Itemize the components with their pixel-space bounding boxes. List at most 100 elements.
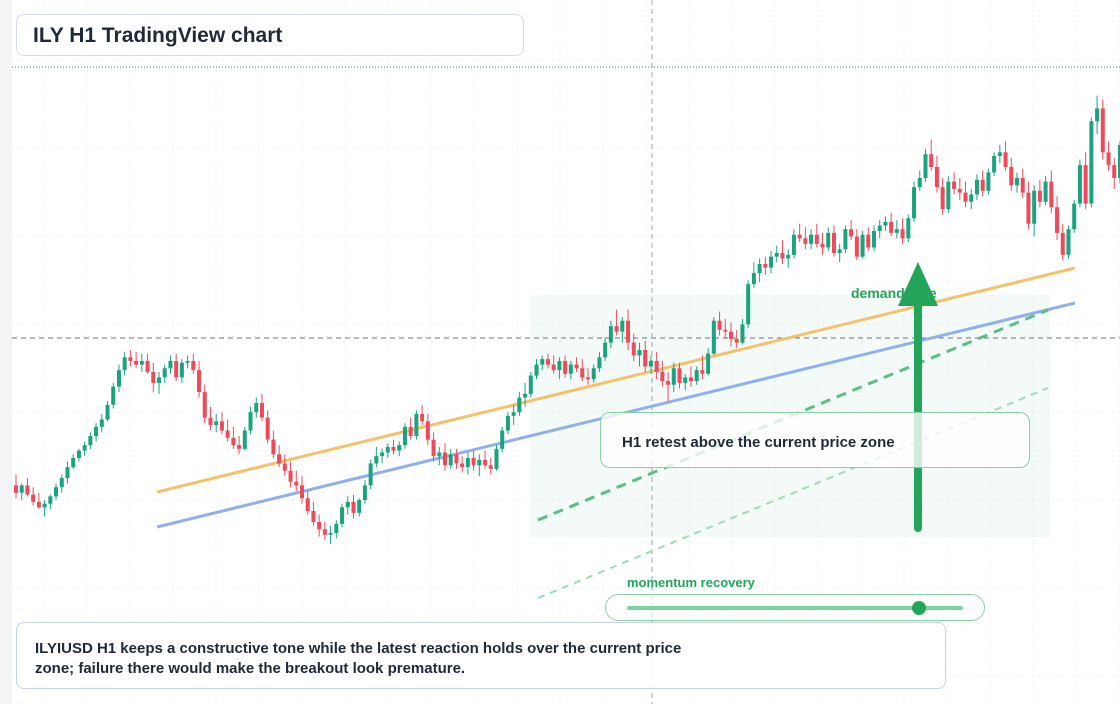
candle [431, 432, 436, 462]
candle-body [980, 179, 985, 191]
candle-body [854, 236, 859, 257]
candle-body [99, 419, 104, 427]
candle [19, 483, 24, 501]
candle-body [717, 320, 722, 330]
candle-body [254, 403, 259, 413]
candle [362, 479, 367, 504]
candle-body [345, 501, 350, 508]
candle-body [477, 459, 482, 466]
momentum-knob[interactable] [912, 601, 927, 615]
momentum-track [627, 606, 963, 610]
candle [946, 176, 951, 213]
candle [574, 357, 579, 372]
candle-body [288, 470, 293, 482]
candle-body [769, 256, 774, 268]
candle [1077, 159, 1082, 208]
candle-body [36, 501, 41, 508]
candle [1106, 141, 1111, 171]
candle-body [397, 445, 402, 451]
left-edge-strip [0, 0, 12, 704]
candle-body [974, 179, 979, 195]
candle [648, 355, 653, 374]
candle-body [202, 392, 207, 418]
candle-body [837, 249, 842, 253]
candle [1100, 99, 1105, 160]
candle-body [969, 194, 974, 202]
candle [803, 227, 808, 250]
candle [340, 503, 345, 528]
candle-body [271, 439, 276, 455]
candle-body [849, 229, 854, 237]
candle-body [357, 500, 362, 513]
candle-body [1009, 166, 1014, 186]
candle-body [116, 370, 121, 387]
candle-body [688, 377, 693, 382]
candle [729, 322, 733, 347]
candle-body [883, 221, 888, 226]
candle-body [946, 181, 951, 210]
candle [586, 368, 590, 385]
candle-body [328, 532, 333, 535]
candle-body [826, 232, 831, 248]
candle [402, 423, 407, 449]
candle [769, 251, 774, 274]
candle [746, 280, 751, 329]
candle [1020, 168, 1025, 199]
candle-body [671, 368, 676, 385]
candle-body [666, 381, 671, 385]
candle-body [831, 232, 836, 253]
candle [305, 490, 310, 515]
candles [14, 95, 1120, 544]
candle [197, 360, 202, 398]
candle [145, 353, 150, 374]
candle-body [368, 463, 373, 486]
candle-body [259, 403, 264, 418]
candle-body [414, 414, 419, 436]
candle [580, 359, 585, 382]
chart-title-box: ILY H1 TradingView chart [16, 14, 524, 56]
candle-body [1106, 152, 1111, 166]
candle [1083, 152, 1088, 210]
candle [1003, 141, 1008, 171]
candle-body [906, 218, 911, 239]
candle-body [425, 421, 430, 440]
candle [1072, 199, 1077, 233]
candle [820, 232, 825, 255]
candle-body [940, 187, 945, 210]
candle [797, 223, 802, 243]
candle [59, 474, 64, 493]
candle-body [471, 457, 476, 466]
candle [1015, 172, 1019, 193]
candle [557, 357, 562, 380]
candle [265, 410, 270, 444]
candle-body [88, 435, 93, 446]
candle [454, 448, 459, 469]
candle-body [551, 364, 556, 371]
candle [488, 457, 493, 475]
candle-body [311, 511, 316, 522]
candle [837, 243, 842, 263]
candle-body [105, 404, 110, 420]
reference-lines [12, 0, 1120, 704]
candle-body [1072, 203, 1077, 230]
arrow-head [898, 262, 938, 306]
candle-body [574, 364, 579, 369]
candle-body [494, 448, 499, 469]
candle [809, 229, 814, 250]
candle-body [894, 229, 899, 233]
candle [723, 318, 728, 339]
candle [917, 170, 922, 191]
candle-body [162, 368, 167, 378]
momentum-slider[interactable] [605, 594, 985, 621]
candle-body [402, 426, 407, 446]
candle-body [505, 415, 510, 431]
candle-body [814, 234, 819, 244]
candle [311, 501, 316, 526]
candle [751, 262, 756, 288]
candle [48, 494, 53, 510]
candle [88, 432, 93, 449]
candle [706, 348, 711, 376]
candle [36, 492, 41, 510]
candle [677, 362, 682, 389]
